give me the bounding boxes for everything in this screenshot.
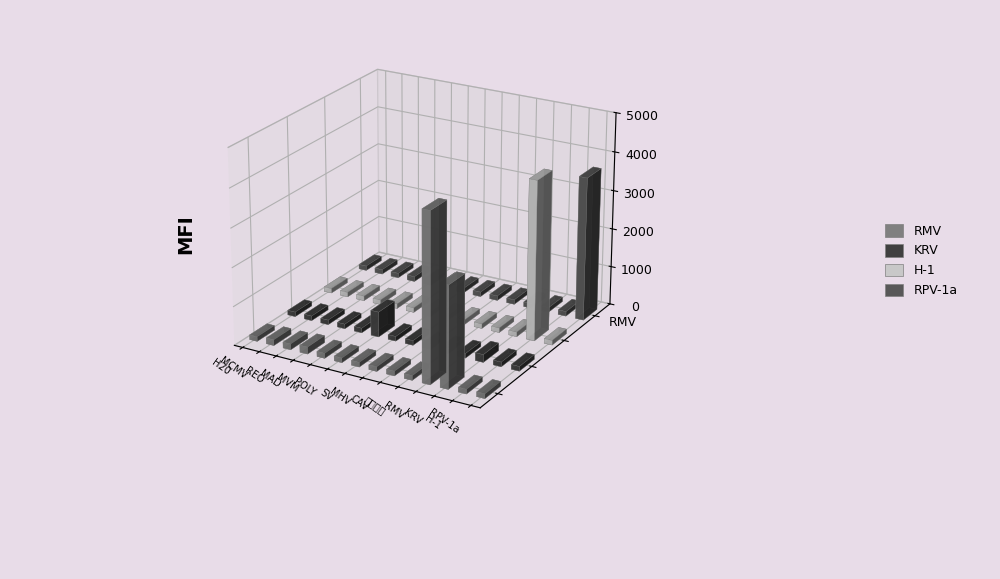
Legend: RMV, KRV, H-1, RPV-1a: RMV, KRV, H-1, RPV-1a xyxy=(878,218,964,303)
Text: MFI: MFI xyxy=(176,215,195,254)
